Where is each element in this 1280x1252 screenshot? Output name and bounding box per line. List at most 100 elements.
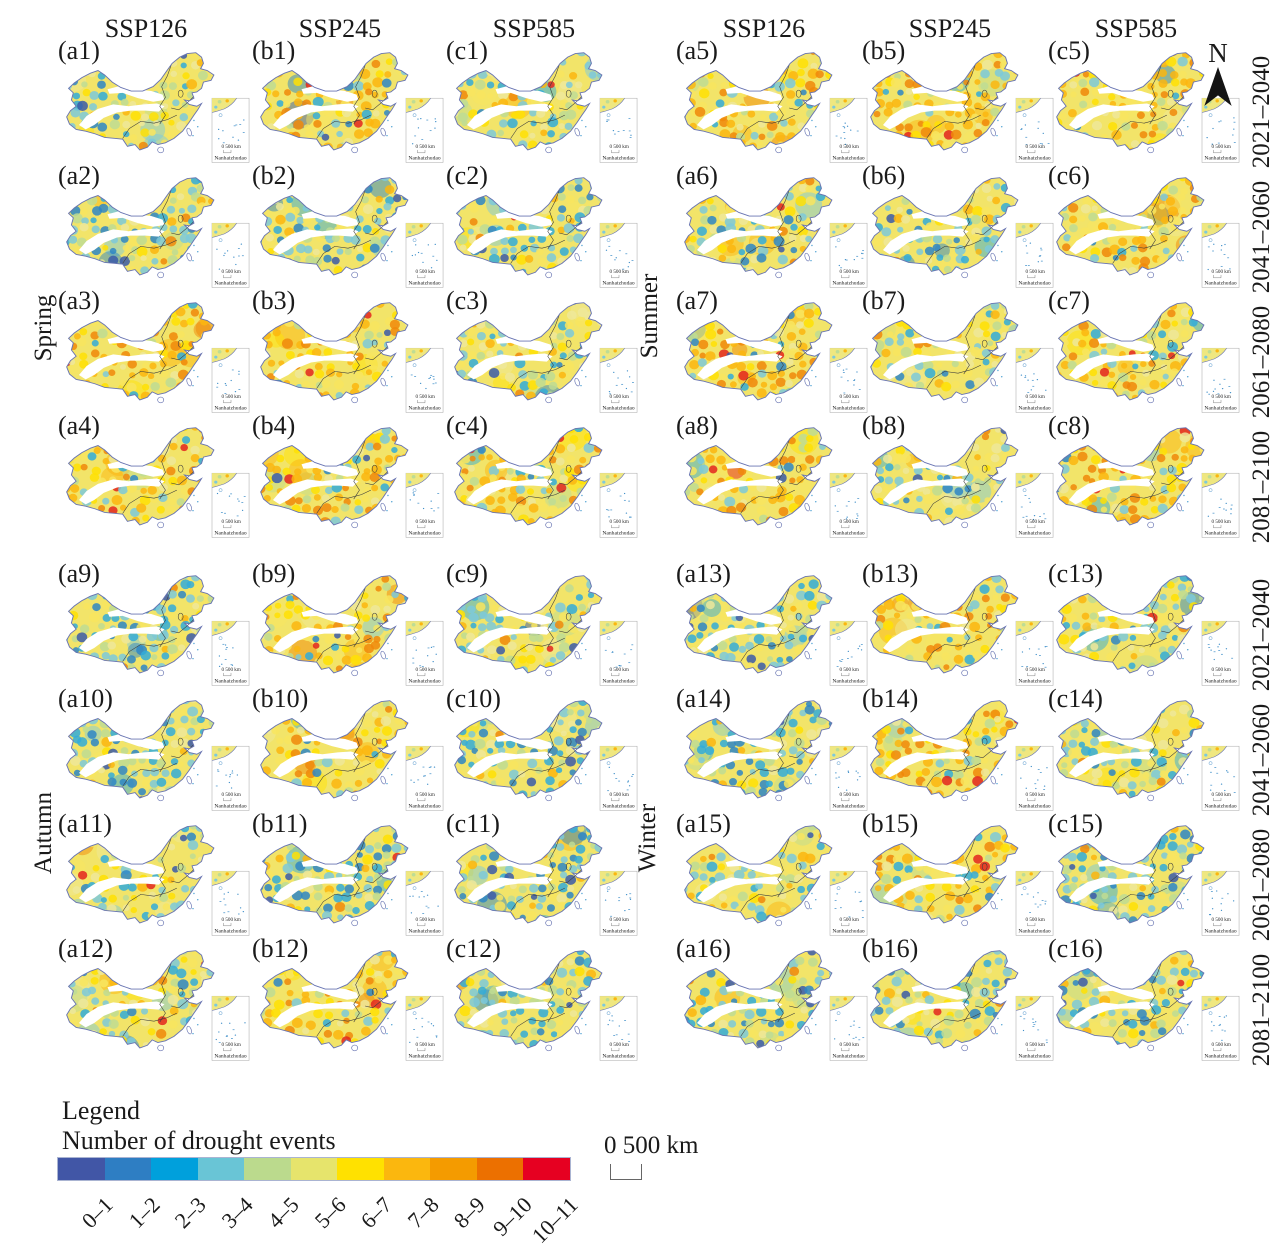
inset-label: Nanhaizhudao xyxy=(1018,679,1051,685)
china-drought-map: 0 500 km Nanhaizhudao xyxy=(260,427,444,538)
map-panel-b10: (b10) 0 500 km Nanhaizhudao xyxy=(252,684,444,820)
legend-class-swatch-5–6 xyxy=(290,1158,337,1180)
legend-subtitle: Number of drought events xyxy=(62,1126,336,1155)
inset-scale-label: 0 500 km xyxy=(1026,270,1045,275)
legend-class-label-6–7: 6–7 xyxy=(355,1192,397,1234)
china-drought-map: 0 500 km Nanhaizhudao xyxy=(260,177,444,288)
china-drought-map: 0 500 km Nanhaizhudao xyxy=(684,950,868,1061)
china-drought-map: 0 500 km Nanhaizhudao xyxy=(454,427,638,538)
legend-class-label-1–2: 1–2 xyxy=(123,1192,165,1234)
china-drought-map: 0 500 km Nanhaizhudao xyxy=(1056,950,1240,1061)
inset-label: Nanhaizhudao xyxy=(832,281,865,287)
inset-scale-label: 0 500 km xyxy=(840,270,859,275)
panel-label: (a8) xyxy=(676,411,718,440)
china-drought-map: 0 500 km Nanhaizhudao xyxy=(454,52,638,163)
inset-scale-label: 0 500 km xyxy=(222,145,241,150)
china-drought-map: 0 500 km Nanhaizhudao xyxy=(870,700,1054,811)
column-header-ssp245-left: SSP245 xyxy=(298,14,382,43)
inset-scale-label: 0 500 km xyxy=(840,145,859,150)
nanhai-inset: 0 500 km Nanhaizhudao xyxy=(599,745,638,811)
inset-scale-label: 0 500 km xyxy=(222,918,241,923)
map-panel-b2: (b2) 0 500 km Nanhaizhudao xyxy=(252,161,444,297)
inset-label: Nanhaizhudao xyxy=(214,156,247,162)
panel-label: (b14) xyxy=(862,684,919,713)
nanhai-inset: 0 500 km Nanhaizhudao xyxy=(1201,620,1240,686)
legend-class-label-10–11: 10–11 xyxy=(526,1192,583,1248)
china-drought-map: 0 500 km Nanhaizhudao xyxy=(260,302,444,413)
panel-label: (a6) xyxy=(676,161,718,190)
inset-label: Nanhaizhudao xyxy=(1018,804,1051,810)
china-drought-map: 0 500 km Nanhaizhudao xyxy=(66,950,250,1061)
inset-scale-label: 0 500 km xyxy=(416,270,435,275)
china-drought-map: 0 500 km Nanhaizhudao xyxy=(454,825,638,936)
map-panel-a8: (a8) 0 500 km Nanhaizhudao xyxy=(676,411,868,547)
china-drought-map: 0 500 km Nanhaizhudao xyxy=(260,700,444,811)
nanhai-inset: 0 500 km Nanhaizhudao xyxy=(211,870,250,936)
inset-scale-label: 0 500 km xyxy=(1026,1043,1045,1048)
panel-label: (c12) xyxy=(446,934,501,963)
nanhai-inset: 0 500 km Nanhaizhudao xyxy=(1015,97,1054,163)
panel-label: (c6) xyxy=(1048,161,1090,190)
panel-label: (c5) xyxy=(1048,36,1090,65)
season-label-winter: Winter xyxy=(634,803,661,873)
inset-label: Nanhaizhudao xyxy=(1018,406,1051,412)
inset-label: Nanhaizhudao xyxy=(602,679,635,685)
inset-scale-label: 0 500 km xyxy=(1212,520,1231,525)
nanhai-inset: 0 500 km Nanhaizhudao xyxy=(599,870,638,936)
nanhai-inset: 0 500 km Nanhaizhudao xyxy=(1015,472,1054,538)
period-label-bottom-1: 2021–2040 xyxy=(1248,578,1275,692)
map-panel-c5: (c5) 0 500 km Nanhaizhudao xyxy=(1048,36,1240,172)
china-drought-map: 0 500 km Nanhaizhudao xyxy=(1056,575,1240,686)
legend-class-swatch-7–8 xyxy=(383,1158,430,1180)
map-panel-b13: (b13) 0 500 km Nanhaizhudao xyxy=(862,559,1054,695)
inset-label: Nanhaizhudao xyxy=(832,929,865,935)
china-drought-map: 0 500 km Nanhaizhudao xyxy=(260,825,444,936)
nanhai-inset: 0 500 km Nanhaizhudao xyxy=(405,745,444,811)
legend-class-label-7–8: 7–8 xyxy=(402,1192,444,1234)
nanhai-inset: 0 500 km Nanhaizhudao xyxy=(1201,97,1240,163)
period-label-bottom-4: 2081–2100 xyxy=(1248,953,1275,1067)
legend-class-swatch-4–5 xyxy=(244,1158,291,1180)
map-panel-a3: (a3) 0 500 km Nanhaizhudao xyxy=(58,286,250,422)
panel-label: (a4) xyxy=(58,411,100,440)
inset-scale-label: 0 500 km xyxy=(416,520,435,525)
inset-label: Nanhaizhudao xyxy=(832,804,865,810)
nanhai-inset: 0 500 km Nanhaizhudao xyxy=(599,472,638,538)
column-header-ssp585-left: SSP585 xyxy=(492,14,576,43)
map-panel-c15: (c15) 0 500 km Nanhaizhudao xyxy=(1048,809,1240,945)
map-panel-c11: (c11) 0 500 km Nanhaizhudao xyxy=(446,809,638,945)
inset-label: Nanhaizhudao xyxy=(1018,1054,1051,1060)
inset-scale-label: 0 500 km xyxy=(1212,270,1231,275)
period-label-top-2: 2041–2060 xyxy=(1248,180,1275,294)
inset-scale-label: 0 500 km xyxy=(416,145,435,150)
nanhai-inset: 0 500 km Nanhaizhudao xyxy=(405,620,444,686)
legend-class-swatch-2–3 xyxy=(151,1158,198,1180)
map-panel-a11: (a11) 0 500 km Nanhaizhudao xyxy=(58,809,250,945)
china-drought-map: 0 500 km Nanhaizhudao xyxy=(66,700,250,811)
china-drought-map: 0 500 km Nanhaizhudao xyxy=(66,825,250,936)
panel-label: (c7) xyxy=(1048,286,1090,315)
inset-label: Nanhaizhudao xyxy=(214,679,247,685)
inset-scale-label: 0 500 km xyxy=(1212,1043,1231,1048)
period-label-bottom-2: 2041–2060 xyxy=(1248,703,1275,817)
map-panel-b4: (b4) 0 500 km Nanhaizhudao xyxy=(252,411,444,547)
panel-label: (a1) xyxy=(58,36,100,65)
panel-label: (a3) xyxy=(58,286,100,315)
legend-class-swatch-10–11 xyxy=(523,1158,570,1180)
panel-label: (c11) xyxy=(446,809,500,838)
china-drought-map: 0 500 km Nanhaizhudao xyxy=(66,302,250,413)
inset-label: Nanhaizhudao xyxy=(602,929,635,935)
map-panel-a5: (a5) 0 500 km Nanhaizhudao xyxy=(676,36,868,172)
season-label-spring: Spring xyxy=(30,294,57,362)
inset-label: Nanhaizhudao xyxy=(408,531,441,537)
inset-label: Nanhaizhudao xyxy=(832,1054,865,1060)
column-header-ssp126-right: SSP126 xyxy=(722,14,806,43)
inset-scale-label: 0 500 km xyxy=(610,395,629,400)
map-panel-a4: (a4) 0 500 km Nanhaizhudao xyxy=(58,411,250,547)
map-panel-b1: (b1) 0 500 km Nanhaizhudao xyxy=(252,36,444,172)
inset-scale-label: 0 500 km xyxy=(840,520,859,525)
inset-label: Nanhaizhudao xyxy=(602,804,635,810)
panel-label: (b3) xyxy=(252,286,296,315)
inset-scale-label: 0 500 km xyxy=(840,1043,859,1048)
inset-scale-label: 0 500 km xyxy=(610,793,629,798)
